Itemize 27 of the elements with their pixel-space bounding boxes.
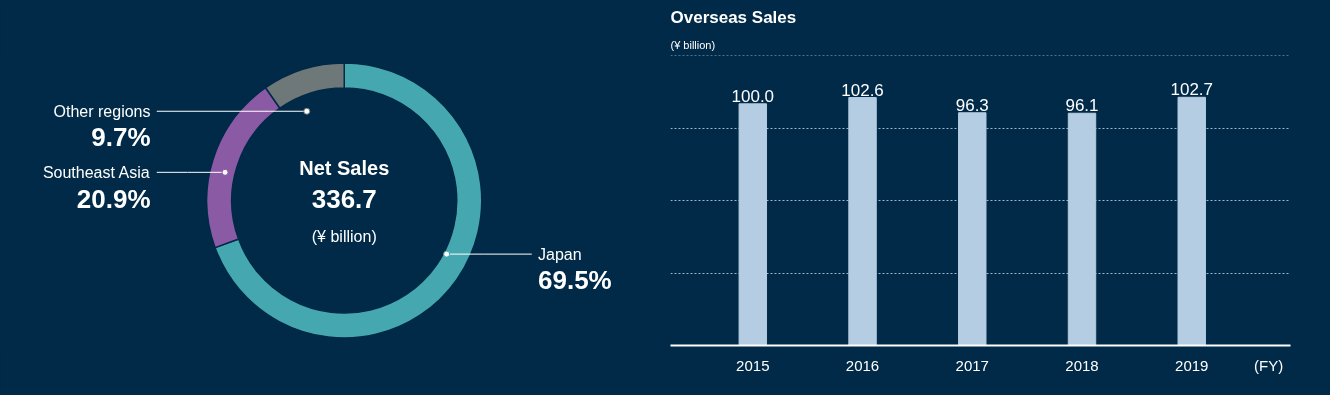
data-label: 96.3 (955, 95, 989, 115)
slice-label: Other regions (53, 102, 151, 120)
data-label: 96.1 (1065, 96, 1099, 116)
x-tick-label: 2019 (1175, 356, 1209, 374)
data-label: 100.0 (731, 86, 775, 106)
chart-title: Overseas Sales (670, 7, 797, 27)
x-tick-label: 2016 (845, 356, 880, 374)
data-label: 9.7% (91, 122, 151, 153)
data-label: 102.7 (1170, 80, 1214, 100)
data-label: 102.6 (841, 80, 884, 100)
slice-label: Japan (538, 245, 582, 263)
bar (738, 103, 768, 346)
bar (958, 112, 987, 346)
x-axis-title: (FY) (1253, 356, 1284, 374)
text: (¥ billion) (311, 227, 377, 245)
bar (1177, 96, 1206, 346)
text: Net Sales (299, 156, 390, 179)
y-axis-title: (¥ billion) (670, 38, 716, 51)
bar (848, 97, 877, 346)
data-label: 69.5% (538, 265, 612, 296)
slice-label: Southeast Asia (42, 163, 150, 181)
text: 336.7 (311, 183, 377, 214)
data-label: 20.9% (76, 183, 151, 214)
x-tick-label: 2018 (1065, 356, 1099, 374)
x-tick-label: 2017 (955, 356, 989, 374)
bar (1067, 112, 1097, 346)
x-tick-label: 2015 (736, 356, 770, 374)
